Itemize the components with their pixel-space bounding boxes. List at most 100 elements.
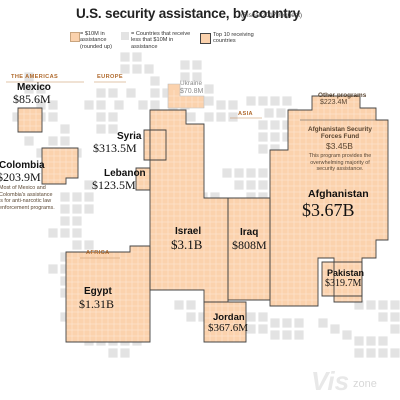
iraq-shape <box>228 198 270 300</box>
small-country-cell <box>83 179 95 191</box>
country-value-afghanistan: $3.67B <box>302 200 355 220</box>
small-country-cell <box>59 135 71 147</box>
small-country-cell <box>83 99 95 111</box>
country-value-asff: $3.45B <box>326 141 353 151</box>
country-value-lebanon: $123.5M <box>92 178 136 192</box>
small-country-cell <box>215 111 227 123</box>
country-name-afghanistan: Afghanistan <box>308 188 369 200</box>
small-country-cell <box>95 87 107 99</box>
small-country-cell <box>233 167 245 179</box>
small-country-cell <box>389 323 400 335</box>
small-country-cell <box>107 123 119 135</box>
small-country-cell <box>329 323 341 335</box>
region-label-europe: EUROPE <box>97 74 124 80</box>
country-value-mexico: $85.6M <box>13 92 51 106</box>
small-country-cell <box>365 335 377 347</box>
small-country-cell <box>47 227 59 239</box>
small-country-cell <box>245 179 257 191</box>
country-name-asff: Afghanistan Security Forces Fund <box>308 126 372 141</box>
small-country-cell <box>59 191 71 203</box>
country-value-colombia: $203.9M <box>0 170 41 184</box>
small-country-cell <box>137 99 149 111</box>
country-name-other-programs: Other programs <box>318 92 367 99</box>
small-country-cell <box>389 347 400 359</box>
small-country-cell <box>47 263 59 275</box>
small-country-cell <box>389 311 400 323</box>
small-country-cell <box>227 111 239 123</box>
afghanistan-shape-outline <box>269 95 389 307</box>
watermark-zone: zone <box>353 378 377 390</box>
small-country-cell <box>293 317 305 329</box>
country-name-ukraine: Ukraine <box>180 80 203 87</box>
country-outline-layer <box>17 83 389 343</box>
small-country-cell <box>185 299 197 311</box>
country-value-other-programs: $223.4M <box>320 99 348 106</box>
colombia-shape-outline <box>41 147 79 185</box>
small-country-cell <box>317 317 329 329</box>
chart-subtitle: (Fiscal 2017 request) <box>241 12 303 19</box>
lebanon-shape <box>136 168 150 190</box>
small-country-cell <box>83 239 95 251</box>
small-country-cell <box>365 299 377 311</box>
small-country-cell <box>71 215 83 227</box>
small-country-cell <box>95 111 107 123</box>
small-country-cell <box>221 167 233 179</box>
small-country-cell <box>257 131 269 143</box>
small-country-cell <box>131 51 143 63</box>
pakistan-shape-outline <box>321 261 363 297</box>
afghanistan-shape <box>270 96 388 306</box>
small-country-cell <box>269 329 281 341</box>
small-country-cell <box>281 317 293 329</box>
small-country-cell <box>203 95 215 107</box>
note-afghanistan: This program provides the overwhelming m… <box>308 153 372 173</box>
legend-small-label: = Countries that receive less that $10M … <box>131 31 191 50</box>
small-country-cell <box>119 63 131 75</box>
small-country-cell <box>275 107 287 119</box>
small-country-cell <box>59 123 71 135</box>
legend-small-swatch <box>121 32 129 40</box>
small-country-cell <box>71 203 83 215</box>
small-country-cell <box>281 95 293 107</box>
country-name-mexico: Mexico <box>17 82 51 93</box>
country-value-israel: $3.1B <box>171 237 203 252</box>
small-country-cell <box>191 71 203 83</box>
small-country-cell <box>245 95 257 107</box>
small-country-cell <box>257 143 269 155</box>
small-country-cell <box>215 99 227 111</box>
israel-shape <box>150 110 228 302</box>
country-name-israel: Israel <box>175 226 202 237</box>
small-country-cell <box>83 203 95 215</box>
small-country-cell <box>257 179 269 191</box>
small-country-cell <box>107 111 119 123</box>
mexico-shape-outline <box>17 107 43 133</box>
small-country-cell <box>341 329 353 341</box>
chart-title: U.S. security assistance, by country <box>76 6 300 21</box>
small-country-cell <box>377 347 389 359</box>
legend-top10-swatch <box>200 33 211 44</box>
legend-unit-label: = $10M in assistance (rounded up) <box>80 31 113 50</box>
small-country-cell <box>377 299 389 311</box>
small-country-cell <box>353 335 365 347</box>
small-country-cell <box>107 347 119 359</box>
small-country-cell <box>377 311 389 323</box>
small-country-cell <box>257 311 269 323</box>
small-country-cell <box>389 299 400 311</box>
small-country-cell <box>185 311 197 323</box>
watermark-vis: Vis <box>311 366 350 396</box>
country-value-egypt: $1.31B <box>79 297 115 311</box>
small-country-cell <box>377 335 389 347</box>
small-country-cell <box>233 179 245 191</box>
small-country-cell <box>95 99 107 111</box>
small-country-cell <box>353 347 365 359</box>
small-country-cell <box>245 167 257 179</box>
country-value-pakistan: $319.7M <box>325 278 362 289</box>
small-country-cell <box>107 87 119 99</box>
small-country-cell <box>59 203 71 215</box>
region-lines-layer <box>6 81 262 259</box>
country-name-jordan: Jordan <box>213 312 245 323</box>
small-country-cell <box>185 111 197 123</box>
small-country-cell <box>263 107 275 119</box>
small-country-cell <box>293 329 305 341</box>
region-label-asia: ASIA <box>238 111 253 117</box>
